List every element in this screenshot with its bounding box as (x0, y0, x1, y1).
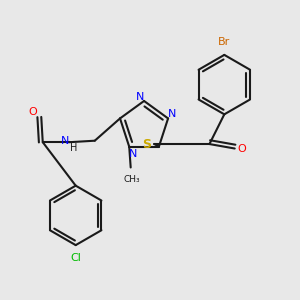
Text: S: S (142, 138, 152, 151)
Text: O: O (28, 107, 37, 118)
Text: N: N (61, 136, 69, 146)
Text: Br: Br (218, 38, 230, 47)
Text: H: H (70, 142, 78, 152)
Text: CH₃: CH₃ (124, 175, 140, 184)
Text: O: O (238, 143, 247, 154)
Text: N: N (129, 149, 137, 159)
Text: N: N (168, 109, 177, 119)
Text: N: N (135, 92, 144, 101)
Text: Cl: Cl (70, 254, 81, 263)
